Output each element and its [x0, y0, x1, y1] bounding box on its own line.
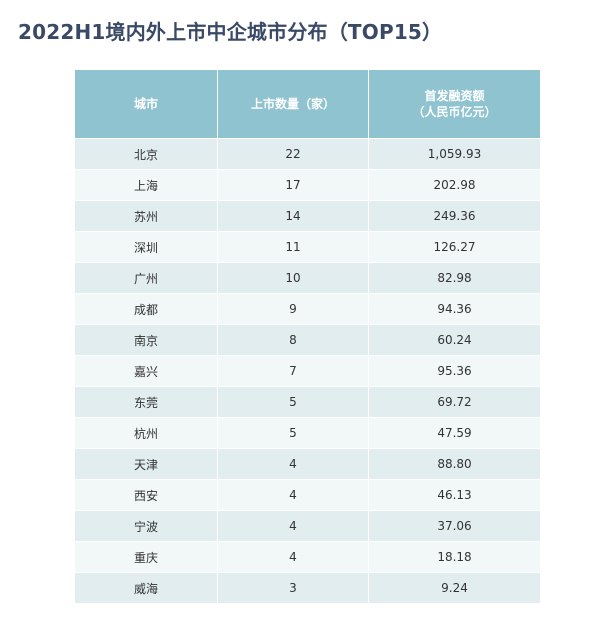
cell-city: 天津 [75, 449, 218, 480]
table-row: 宁波 4 37.06 [75, 511, 540, 542]
cell-financing: 88.80 [369, 449, 540, 480]
header-financing-line2: （人民币亿元） [412, 105, 497, 119]
cell-financing: 95.36 [369, 356, 540, 387]
cell-financing: 9.24 [369, 573, 540, 604]
cell-financing: 249.36 [369, 201, 540, 232]
cell-financing: 1,059.93 [369, 139, 540, 170]
table-row: 成都 9 94.36 [75, 294, 540, 325]
cell-city: 苏州 [75, 201, 218, 232]
cell-city: 重庆 [75, 542, 218, 573]
header-city: 城市 [75, 70, 218, 139]
table-row: 南京 8 60.24 [75, 325, 540, 356]
cell-count: 5 [218, 387, 369, 418]
table-row: 苏州 14 249.36 [75, 201, 540, 232]
cell-financing: 202.98 [369, 170, 540, 201]
table-row: 深圳 11 126.27 [75, 232, 540, 263]
cell-count: 5 [218, 418, 369, 449]
cell-city: 西安 [75, 480, 218, 511]
header-row: 城市 上市数量（家） 首发融资额 （人民币亿元） [75, 70, 540, 139]
cell-city: 宁波 [75, 511, 218, 542]
table-row: 广州 10 82.98 [75, 263, 540, 294]
cell-count: 14 [218, 201, 369, 232]
table-header: 城市 上市数量（家） 首发融资额 （人民币亿元） [75, 70, 540, 139]
cell-count: 9 [218, 294, 369, 325]
cell-financing: 69.72 [369, 387, 540, 418]
cell-financing: 126.27 [369, 232, 540, 263]
cell-city: 杭州 [75, 418, 218, 449]
cell-count: 10 [218, 263, 369, 294]
cell-city: 威海 [75, 573, 218, 604]
cell-city: 北京 [75, 139, 218, 170]
cell-financing: 82.98 [369, 263, 540, 294]
table-row: 嘉兴 7 95.36 [75, 356, 540, 387]
table-body: 北京 22 1,059.93 上海 17 202.98 苏州 14 249.36… [75, 139, 540, 604]
table-row: 西安 4 46.13 [75, 480, 540, 511]
cell-count: 8 [218, 325, 369, 356]
header-count: 上市数量（家） [218, 70, 369, 139]
cell-city: 南京 [75, 325, 218, 356]
cell-count: 4 [218, 511, 369, 542]
cell-financing: 46.13 [369, 480, 540, 511]
page-title: 2022H1境内外上市中企城市分布（TOP15） [18, 20, 443, 44]
cell-financing: 47.59 [369, 418, 540, 449]
cell-city: 嘉兴 [75, 356, 218, 387]
cell-financing: 94.36 [369, 294, 540, 325]
table-row: 上海 17 202.98 [75, 170, 540, 201]
table-row: 杭州 5 47.59 [75, 418, 540, 449]
cell-financing: 60.24 [369, 325, 540, 356]
cell-count: 17 [218, 170, 369, 201]
cell-city: 深圳 [75, 232, 218, 263]
table-row: 威海 3 9.24 [75, 573, 540, 604]
city-ipo-table: 城市 上市数量（家） 首发融资额 （人民币亿元） 北京 22 1,059.93 … [75, 70, 540, 604]
table-row: 重庆 4 18.18 [75, 542, 540, 573]
header-financing: 首发融资额 （人民币亿元） [369, 70, 540, 139]
table-row: 东莞 5 69.72 [75, 387, 540, 418]
cell-financing: 18.18 [369, 542, 540, 573]
cell-city: 东莞 [75, 387, 218, 418]
header-financing-line1: 首发融资额 [424, 89, 485, 103]
table-row: 天津 4 88.80 [75, 449, 540, 480]
cell-count: 4 [218, 480, 369, 511]
cell-count: 4 [218, 542, 369, 573]
cell-financing: 37.06 [369, 511, 540, 542]
cell-count: 22 [218, 139, 369, 170]
cell-count: 7 [218, 356, 369, 387]
cell-city: 广州 [75, 263, 218, 294]
cell-city: 成都 [75, 294, 218, 325]
table-row: 北京 22 1,059.93 [75, 139, 540, 170]
cell-city: 上海 [75, 170, 218, 201]
cell-count: 11 [218, 232, 369, 263]
cell-count: 3 [218, 573, 369, 604]
cell-count: 4 [218, 449, 369, 480]
